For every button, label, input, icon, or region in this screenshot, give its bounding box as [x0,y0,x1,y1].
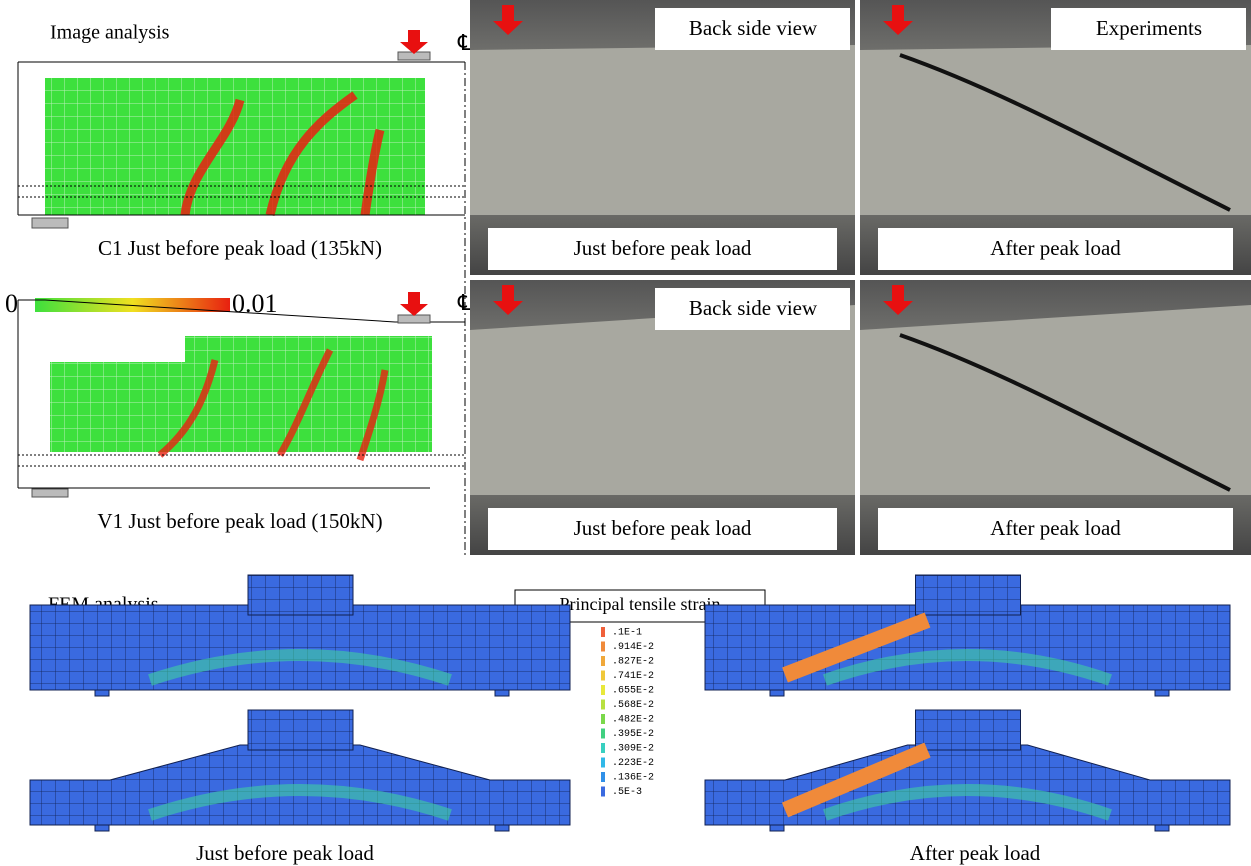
legend-label: .395E-2 [612,729,654,740]
fem-load-block [247,709,354,751]
load-plate [397,314,431,324]
photo-caption: After peak load [990,516,1121,540]
caption: C1 Just before peak load (135kN) [98,236,382,260]
legend-swatch [601,656,605,666]
load-arrow [400,292,428,316]
load-arrow [493,5,523,35]
crack [899,53,1231,212]
fem-strain [823,649,1112,686]
fem-support [494,824,510,832]
legend-swatch [601,627,605,637]
legend-swatch [601,743,605,753]
legend-swatch [601,699,605,710]
fem-support [1154,689,1170,697]
tag-box [1051,8,1246,50]
photo-tag: Back side view [689,296,818,320]
caption-box [878,228,1233,270]
support [31,217,69,229]
fem-strain [148,784,452,821]
photo-caption: After peak load [990,236,1121,260]
fem-support [769,689,785,697]
legend-swatch [601,728,605,739]
strain-map [45,78,425,215]
crack-band [157,348,389,462]
legend-swatch [601,772,605,782]
photo-caption: Just before peak load [574,236,752,260]
strain-map [50,336,432,452]
load-arrow [883,285,913,315]
fem-support [94,689,110,697]
legend-swatch [601,685,605,695]
centerline: ℄ [457,30,473,55]
legend-label: .914E-2 [612,642,654,653]
fem-load-block [247,574,354,616]
photo-panels: Back side view Just before peak load Exper… [470,0,1251,555]
fem-beam [29,604,571,691]
caption: V1 Just before peak load (150kN) [97,509,382,533]
legend-swatch [601,757,605,768]
fem-beam [704,604,1231,691]
photo-tag: Back side view [689,16,818,40]
legend-swatch [601,714,605,724]
legend-label: .827E-2 [612,657,654,668]
legend-label: .1E-1 [612,628,642,639]
legend-label: .5E-3 [612,787,642,798]
caption: After peak load [910,841,1041,865]
legend-label: .741E-2 [612,671,654,682]
photo-tag: Experiments [1096,16,1202,40]
fem-load-block [915,709,1021,751]
scale-label: 0 [5,289,18,318]
fem-support [769,824,785,832]
legend-label: .655E-2 [612,686,654,697]
load-arrow [493,285,523,315]
fem-strain [148,649,452,686]
concrete-beam [470,305,855,495]
load-arrow [883,5,913,35]
legend-label: .223E-2 [612,758,654,769]
legend-swatch [601,641,605,652]
legend-swatch [601,786,605,797]
fem-crack [782,612,931,683]
tag-box [655,8,850,50]
legend-title: Principal tensile strain [560,594,721,614]
fem-support [494,689,510,697]
crack [899,333,1231,492]
tag-box [655,288,850,330]
fem-support [94,824,110,832]
section-title: Image analysis [50,22,170,44]
legend-swatch [601,670,605,681]
fem-load-block [915,574,1021,616]
crack-band [180,91,385,217]
fem-support [1154,824,1170,832]
caption-box [488,228,837,270]
fem-models [29,574,1231,832]
legend-label: .568E-2 [612,700,654,711]
legend-label: .136E-2 [612,773,654,784]
photo-caption: Just before peak load [574,516,752,540]
caption: Just before peak load [196,841,374,865]
fem-crack [781,742,931,818]
legend-label: .309E-2 [612,744,654,755]
concrete-beam [470,45,855,215]
load-arrow [400,30,428,54]
caption-box [878,508,1233,550]
caption-box [488,508,837,550]
fem-strain [823,784,1112,821]
support [31,488,69,498]
legend-label: .482E-2 [612,715,654,726]
